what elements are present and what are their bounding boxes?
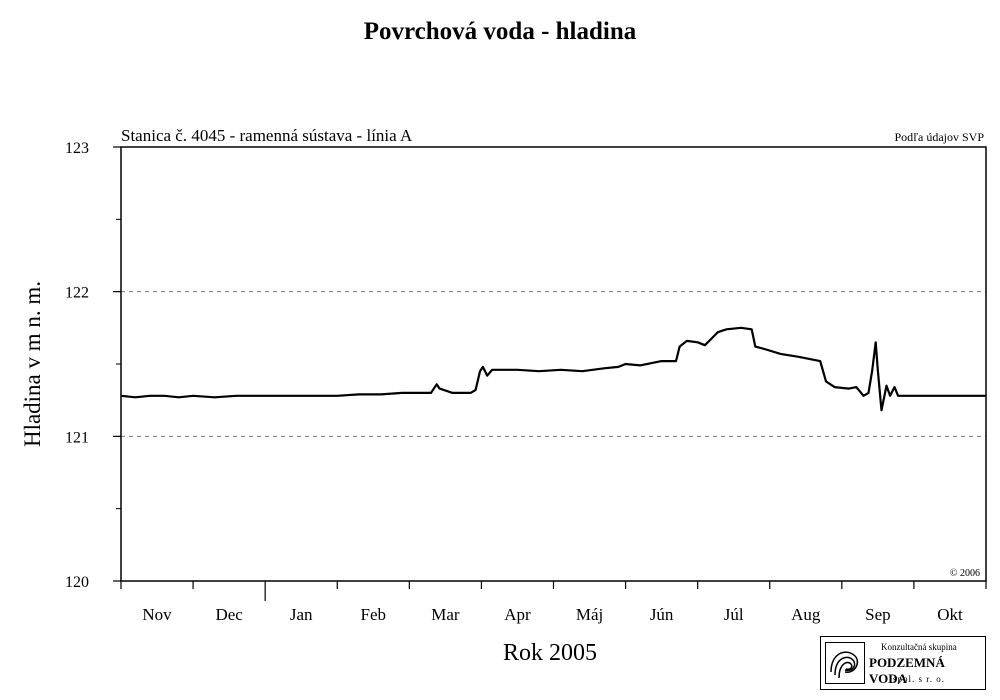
chart-subtitle: Stanica č. 4045 - ramenná sústava - líni… <box>121 126 413 145</box>
x-tick-label: Nov <box>142 605 172 624</box>
plot-frame <box>120 146 987 582</box>
series-line <box>120 326 986 412</box>
y-tick-label: 120 <box>65 574 89 591</box>
x-axis: Nov Dec Jan Feb Mar Apr Máj Jún Júl Aug Sep Okt <box>120 581 987 624</box>
x-tick-label: Dec <box>215 605 243 624</box>
y-tick-label: 123 <box>65 140 89 157</box>
logo-line-1: Konzultačná skupina <box>881 642 957 652</box>
x-tick-label: Jan <box>290 605 313 624</box>
grid-lines <box>121 291 986 437</box>
x-tick-label: Sep <box>865 605 891 624</box>
x-tick-label: Okt <box>937 605 963 624</box>
y-axis: 120 121 122 123 <box>65 140 121 591</box>
x-tick-label: Máj <box>576 605 603 624</box>
x-tick-label: Apr <box>504 605 531 624</box>
company-logo: Konzultačná skupina PODZEMNÁ VODA spol. … <box>820 636 986 690</box>
x-tick-label: Feb <box>361 605 387 624</box>
x-tick-label: Jún <box>650 605 674 624</box>
x-axis-label: Rok 2005 <box>503 640 597 666</box>
x-tick-label: Aug <box>791 605 821 624</box>
copyright-note: © 2006 <box>950 568 980 579</box>
chart-title: Povrchová voda - hladina <box>363 18 637 45</box>
y-tick-label: 121 <box>65 429 89 446</box>
y-tick-label: 122 <box>65 285 89 302</box>
source-note: Podľa údajov SVP <box>894 130 984 144</box>
x-tick-label: Mar <box>431 605 460 624</box>
logo-line-3: spol. s r. o. <box>893 674 946 684</box>
logo-line-2: PODZEMNÁ VODA <box>869 655 945 686</box>
x-tick-label: Júl <box>724 605 744 624</box>
wave-logo-icon <box>825 642 865 684</box>
y-axis-label: Hladina v m n. m. <box>20 281 45 447</box>
